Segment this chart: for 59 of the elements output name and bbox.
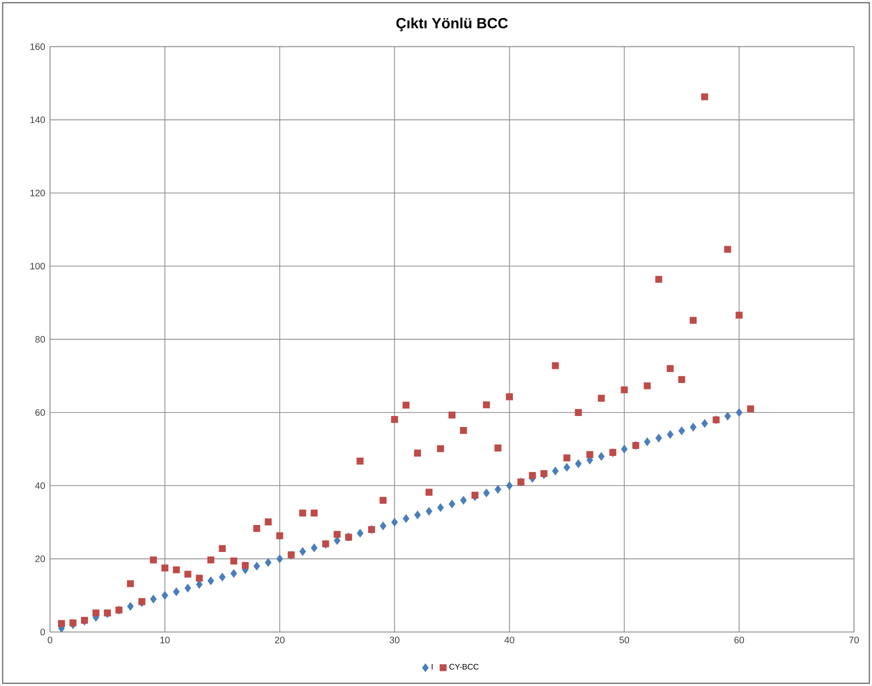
- x-tick-label: 40: [504, 636, 514, 644]
- point: [380, 522, 386, 530]
- x-tick-label: 70: [849, 636, 859, 644]
- x-tick-label: 20: [274, 636, 285, 644]
- point: [666, 430, 674, 439]
- point: [506, 481, 513, 490]
- point: [356, 528, 364, 538]
- point: [219, 572, 226, 582]
- point: [701, 419, 708, 428]
- x-tick-label: 30: [390, 636, 400, 644]
- x-tick-label: 0: [48, 636, 52, 644]
- point: [564, 463, 570, 472]
- point: [690, 422, 696, 432]
- point: [127, 602, 134, 611]
- point: [460, 496, 467, 505]
- point: [598, 452, 605, 461]
- point: [437, 503, 444, 512]
- y-tick-label: 0: [40, 628, 45, 636]
- y-tick-label: 20: [35, 556, 45, 562]
- point: [448, 500, 456, 508]
- point: [196, 580, 203, 589]
- x-tick-label: 10: [160, 636, 170, 644]
- point: [426, 506, 432, 516]
- point: [173, 587, 180, 596]
- x-tick-label: 50: [619, 636, 630, 644]
- point: [299, 547, 306, 556]
- point: [264, 558, 272, 567]
- y-tick-label: 160: [30, 43, 45, 50]
- point: [552, 466, 559, 476]
- y-tick-label: 60: [35, 409, 45, 416]
- point: [575, 459, 582, 468]
- point: [414, 510, 421, 520]
- x-tick-label: 60: [734, 636, 744, 644]
- point: [310, 544, 318, 552]
- point: [402, 514, 410, 523]
- point: [208, 576, 214, 586]
- point: [150, 594, 157, 604]
- point: [230, 569, 238, 578]
- y-tick-label: 120: [30, 190, 45, 196]
- point: [678, 426, 685, 436]
- legend-label: I: [432, 664, 433, 670]
- point: [276, 554, 283, 564]
- point: [483, 488, 490, 498]
- point: [494, 485, 502, 494]
- point: [644, 437, 651, 446]
- point: [621, 444, 628, 454]
- chart-title: Çıktı Yönlü BCC: [396, 18, 508, 32]
- point: [162, 591, 168, 600]
- point: [655, 434, 662, 442]
- y-tick-label: 100: [30, 262, 45, 270]
- y-tick-label: 80: [35, 336, 45, 343]
- point: [724, 412, 731, 420]
- point: [736, 408, 742, 417]
- y-tick-label: 140: [30, 116, 45, 124]
- point: [253, 562, 260, 570]
- point: [391, 518, 398, 527]
- point: [184, 584, 192, 592]
- y-tick-label: 40: [35, 482, 45, 489]
- legend-label: CY-BCC: [449, 664, 479, 670]
